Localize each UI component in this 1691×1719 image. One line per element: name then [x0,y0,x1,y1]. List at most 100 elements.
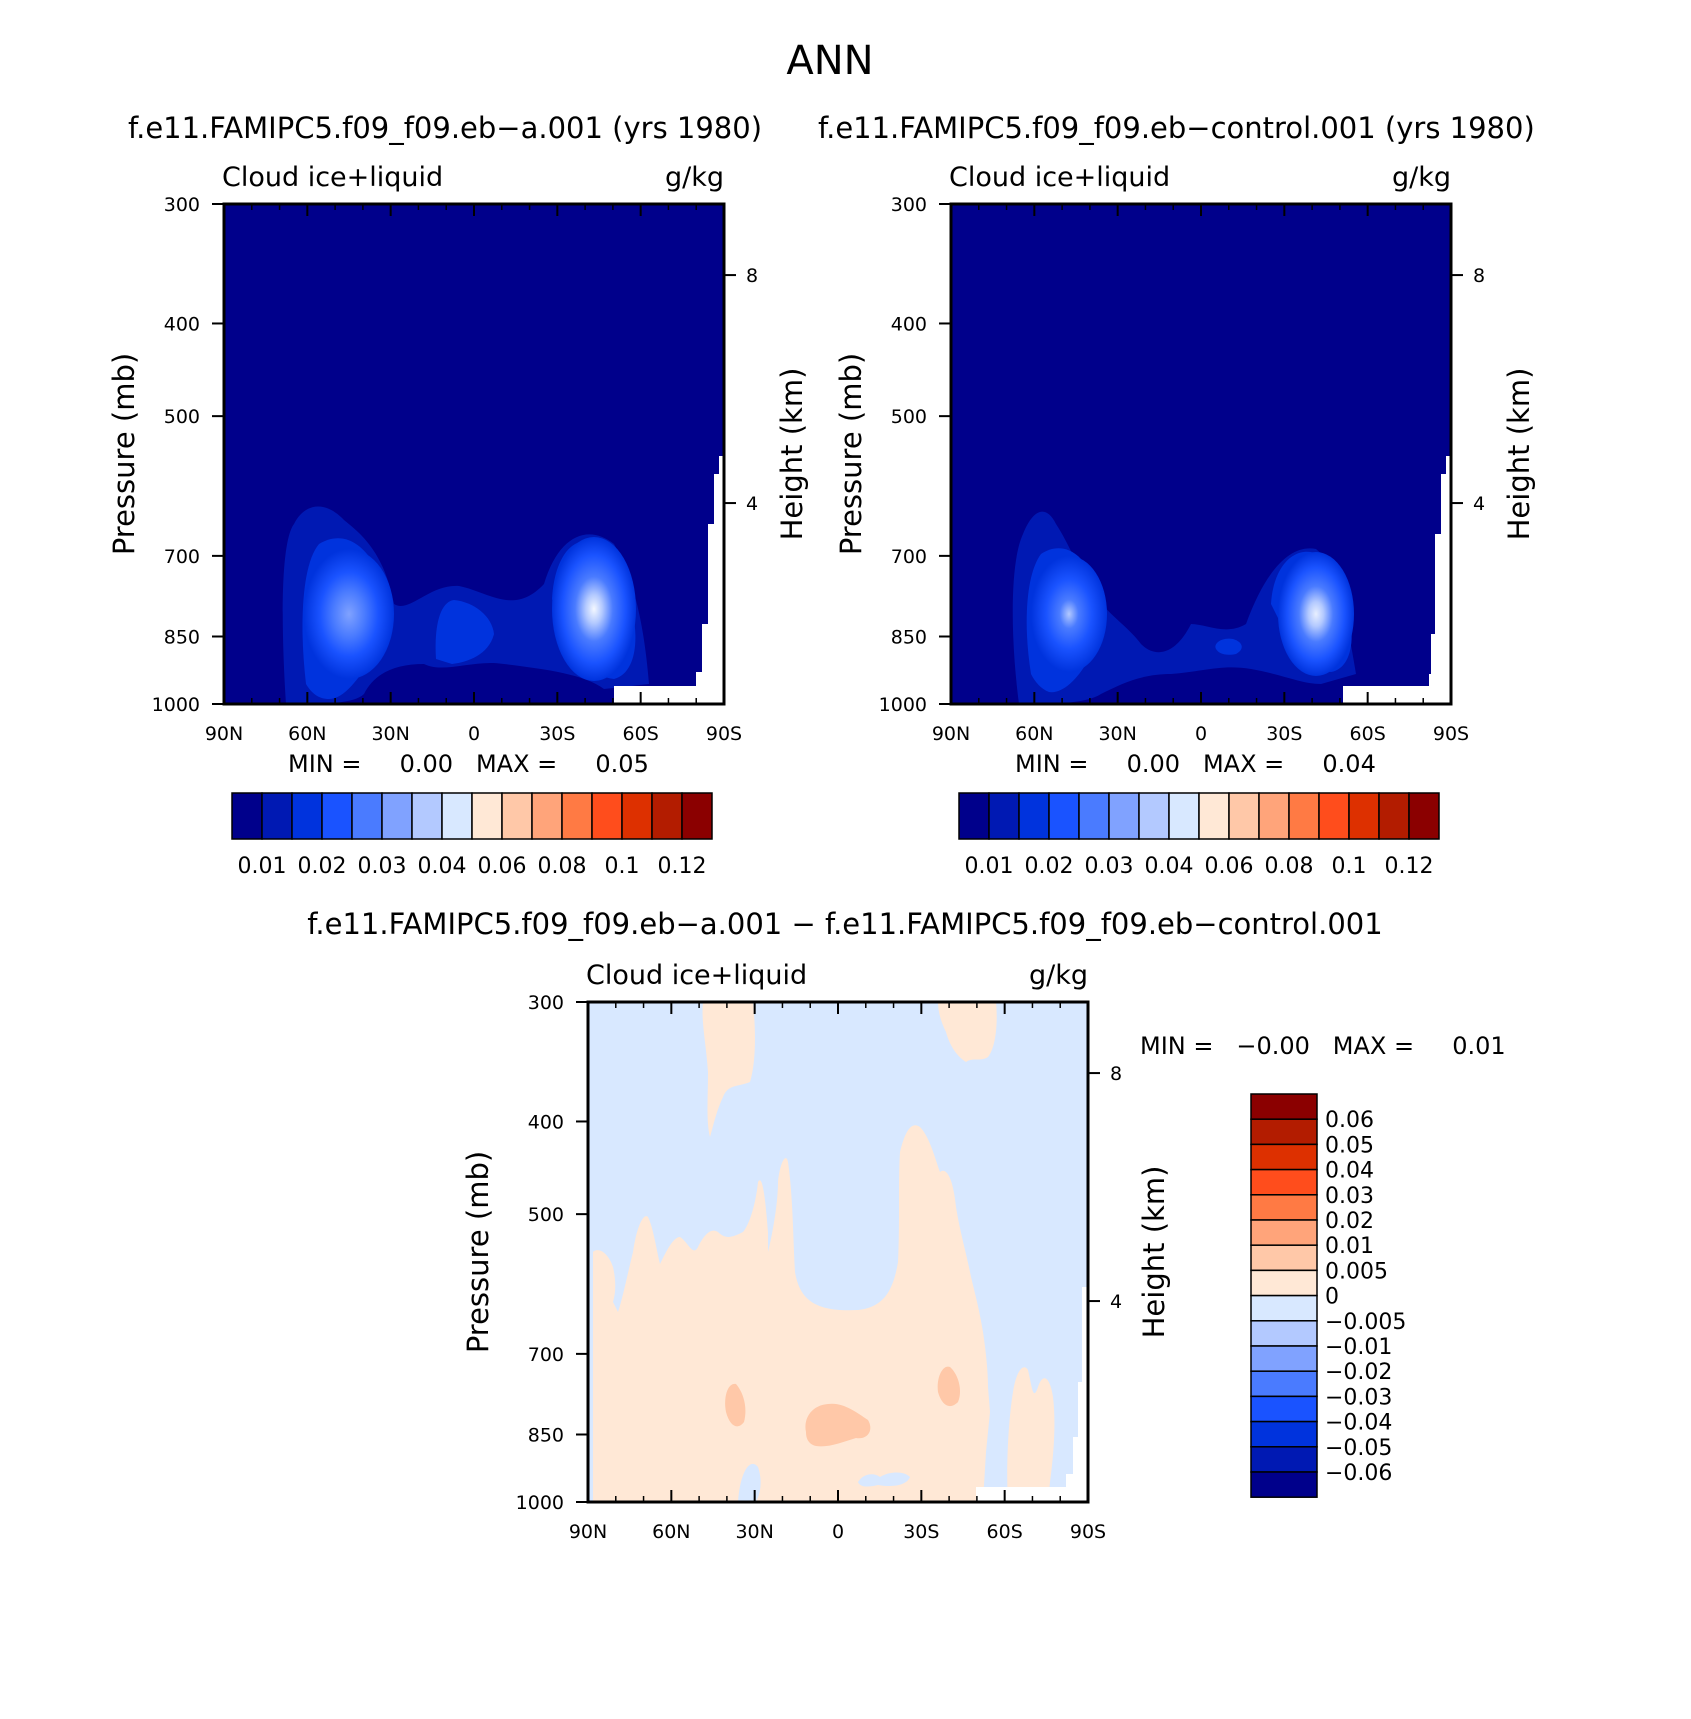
colorbar-swatch [321,792,353,840]
colorbar-label: 0.04 [1145,854,1194,879]
colorbar-panel-2: 0.01 0.02 0.03 0.04 0.06 0.08 0.1 0.12 [958,792,1440,879]
colorbar-label: −0.01 [1325,1335,1392,1360]
x-tick-marks [950,692,1452,704]
x-tick-label: 60S [987,1521,1023,1543]
colorbar-swatch [1228,792,1260,840]
y-tick-label: 850 [891,627,927,649]
colorbar-label: 0.1 [1332,854,1367,879]
x-tick-label: 60N [1015,723,1053,745]
y-tick-label: 700 [528,1344,564,1366]
y2-axis-title: Height (km) [775,368,809,541]
colorbar-swatch [1378,792,1410,840]
colorbar-label: 0.12 [1385,854,1434,879]
y-tick-label: 400 [891,313,927,335]
colorbar-label: 0.08 [538,854,587,879]
x-tick-marks [587,1490,1089,1502]
y2-tick-marks [724,274,736,505]
min-max-label: MIN = 0.00 MAX = 0.04 [1015,750,1376,778]
y-tick-label: 1000 [879,694,927,716]
colorbar-label: 0.06 [1325,1108,1374,1133]
y2-axis-title: Height (km) [1502,368,1536,541]
y2-axis-title: Height (km) [1137,1166,1171,1339]
colorbar-label: −0.02 [1325,1360,1392,1385]
units-label: g/kg [1029,960,1088,991]
y2-tick-label: 8 [1473,265,1485,287]
colorbar-swatch [1250,1294,1318,1322]
colorbar-swatch [1138,792,1170,840]
colorbar-swatch [1250,1194,1318,1221]
colorbar-swatch [471,792,503,840]
x-tick-label: 60S [1350,723,1386,745]
x-tick-label: 90N [932,723,970,745]
y-tick-label: 1000 [516,1492,564,1514]
missing-data-mask [976,1287,1088,1502]
colorbar-label: −0.06 [1325,1461,1392,1486]
colorbar-label: 0.12 [658,854,707,879]
panel-2-title: f.e11.FAMIPC5.f09_f09.eb−control.001 (yr… [818,111,1535,145]
y-tick-label: 700 [164,546,200,568]
colorbar-swatch [1250,1093,1318,1120]
y-tick-marks [576,1001,588,1503]
colorbar-swatch [1108,792,1140,840]
x-tick-label: 0 [468,723,480,745]
y2-tick-labels: 84 [746,265,758,515]
colorbar-label: −0.03 [1325,1385,1392,1410]
colorbar-label: 0.06 [1205,854,1254,879]
y-axis-title: Pressure (mb) [834,353,868,555]
colorbar-swatch [1250,1370,1318,1398]
y-axis-title: Pressure (mb) [107,353,141,555]
panel-1-title: f.e11.FAMIPC5.f09_f09.eb−a.001 (yrs 1980… [128,111,762,145]
x-tick-label: 90N [569,1521,607,1543]
colorbar-label: −0.05 [1325,1436,1392,1461]
colorbar-swatch [1288,792,1320,840]
y-tick-labels: 300 400 500 700 850 1000 [879,194,927,716]
x-tick-label: 90S [1433,723,1469,745]
x-tick-labels: 90N 60N 30N 0 30S 60S 90S [932,723,1469,745]
colorbar-swatch [1198,792,1230,840]
colorbar-swatch [351,792,383,840]
colorbar-swatch [1250,1345,1318,1372]
x-tick-label: 0 [832,1521,844,1543]
colorbar-swatch [1250,1320,1318,1347]
tropical-cloud [435,600,494,664]
colorbar-swatch [681,792,713,840]
x-tick-label: 60N [652,1521,690,1543]
colorbar-label: 0.01 [965,854,1014,879]
lower-positive-region [593,1125,990,1502]
low-level-negative [858,1472,910,1487]
colorbar-swatch [1168,792,1200,840]
tropical-cloud [1215,638,1242,655]
x-tick-label: 30S [903,1521,939,1543]
x-tick-label: 30N [371,723,409,745]
colorbar-label: 0.03 [1085,854,1134,879]
colorbar-swatch [1348,792,1380,840]
y2-tick-marks [1451,274,1463,505]
colorbar-label: 0.02 [1325,1209,1374,1234]
y-tick-label: 500 [528,1204,564,1226]
colorbar-swatch [291,792,323,840]
top-tick-marks [223,204,725,216]
colorbar-swatch [261,792,293,840]
y-tick-label: 300 [528,992,564,1014]
colorbar-label: −0.005 [1325,1310,1406,1335]
y-tick-label: 1000 [152,694,200,716]
y-tick-label: 700 [891,546,927,568]
y-tick-label: 300 [164,194,200,216]
x-tick-label: 90S [706,723,742,745]
y-tick-label: 300 [891,194,927,216]
colorbar-swatch [1250,1269,1318,1297]
y2-tick-label: 8 [1110,1063,1122,1085]
colorbar-label: 0.04 [418,854,467,879]
colorbar-label: 0.08 [1265,854,1314,879]
colorbar-swatch [1250,1168,1318,1196]
nh-cloud-core [304,549,394,679]
y2-tick-label: 4 [746,493,758,515]
colorbar-swatch [1250,1446,1318,1473]
x-tick-label: 90N [205,723,243,745]
sh-cloud-core [1278,552,1354,676]
colorbar-label: 0.01 [1325,1234,1374,1259]
colorbar-swatch [501,792,533,840]
colorbar-swatch [1250,1143,1318,1171]
units-label: g/kg [665,162,724,193]
